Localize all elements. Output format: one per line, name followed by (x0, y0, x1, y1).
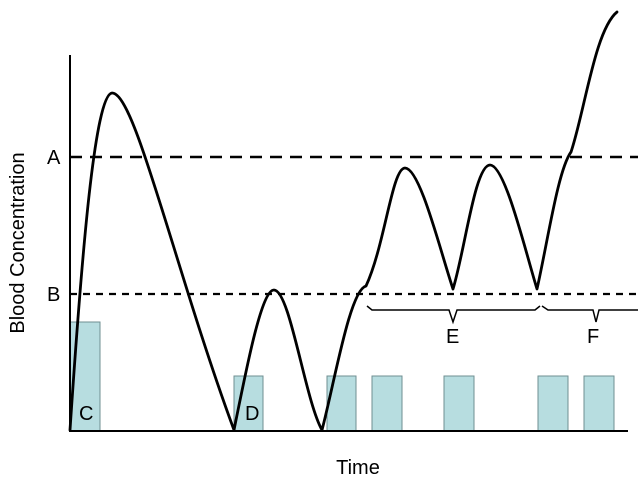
bar-label-d: D (245, 403, 259, 425)
bar-label-c: C (79, 403, 93, 425)
concentration-curve (68, 10, 619, 432)
bracket-e (366, 305, 541, 325)
dose-bars (69, 321, 615, 432)
dose-bar (443, 375, 475, 432)
dose-bar (371, 375, 403, 432)
level-label-b: B (47, 284, 60, 306)
level-label-a: A (47, 147, 61, 169)
bracket-label-e: E (446, 326, 459, 348)
bracket-label-f: F (587, 326, 599, 348)
y-axis-label: Blood Concentration (7, 152, 29, 333)
bracket-f (541, 305, 638, 323)
x-axis-label: Time (336, 457, 380, 478)
dose-bar (583, 375, 615, 432)
dose-bar (537, 375, 569, 432)
